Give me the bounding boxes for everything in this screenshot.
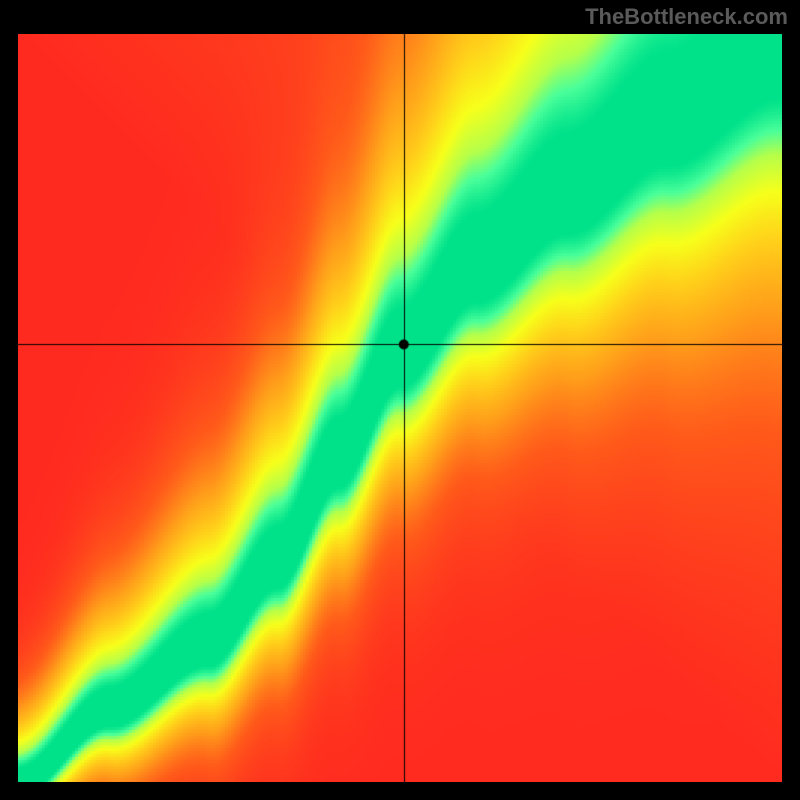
chart-container: TheBottleneck.com bbox=[0, 0, 800, 800]
heatmap-plot bbox=[18, 34, 782, 782]
watermark-text: TheBottleneck.com bbox=[585, 4, 788, 30]
heatmap-canvas bbox=[18, 34, 782, 782]
